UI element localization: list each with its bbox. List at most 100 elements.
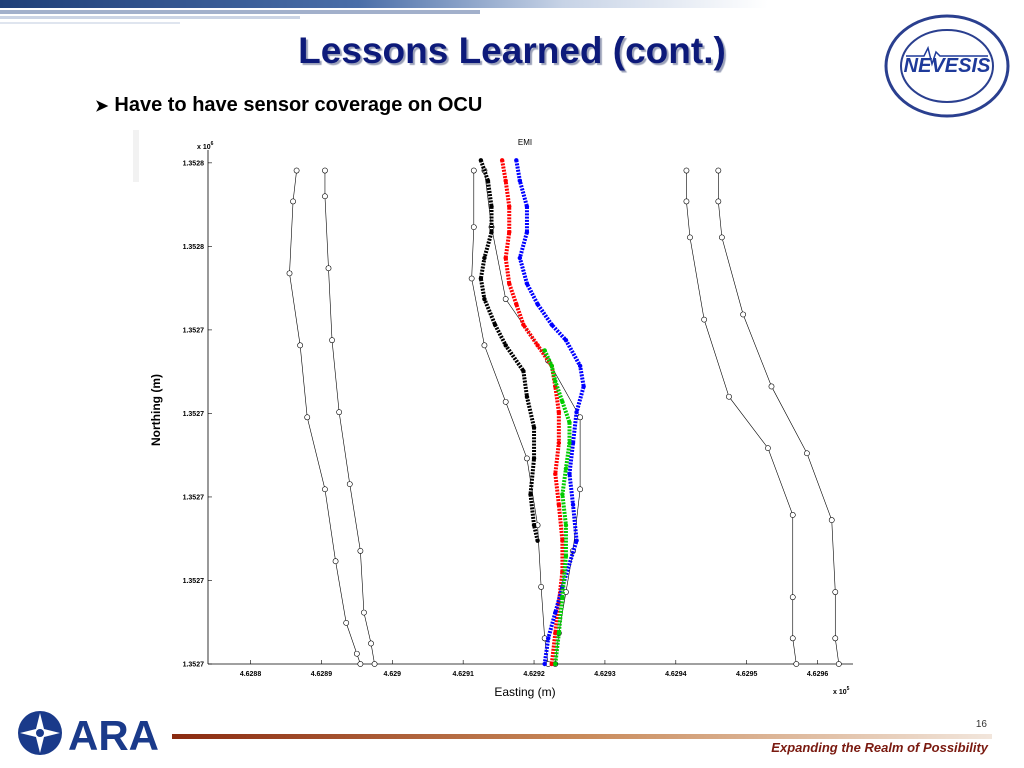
data-point	[546, 636, 551, 641]
x-multiplier-exp: 5	[847, 686, 850, 692]
data-point	[563, 466, 569, 471]
data-point	[499, 158, 505, 163]
data-point	[502, 398, 509, 405]
series-layer	[286, 158, 842, 667]
data-point	[524, 281, 530, 286]
data-point	[553, 379, 558, 384]
y-tick-label: 1.3527	[183, 578, 205, 585]
y-tick-label: 1.3527	[183, 494, 205, 501]
data-point	[478, 158, 484, 163]
data-point	[514, 158, 519, 163]
data-point	[521, 368, 526, 374]
data-point	[567, 471, 572, 477]
bullet-text: Have to have sensor coverage on OCU	[114, 94, 483, 116]
data-point	[503, 178, 508, 184]
data-point	[560, 594, 565, 600]
data-point	[542, 661, 547, 667]
data-point	[563, 523, 569, 528]
data-point	[329, 337, 335, 344]
data-point	[503, 343, 508, 348]
data-point	[793, 661, 800, 667]
data-point	[715, 198, 722, 205]
chart-background	[133, 130, 873, 700]
data-point	[528, 492, 533, 497]
x-tick-label: 4.6293	[594, 671, 616, 678]
data-point	[368, 640, 374, 647]
y-multiplier-exp: 6	[211, 141, 214, 147]
data-point	[577, 414, 584, 421]
chart-left-edge	[133, 130, 139, 182]
data-point	[503, 255, 508, 261]
data-point	[524, 230, 530, 235]
data-point	[297, 342, 304, 349]
data-point	[531, 456, 537, 461]
series-line	[718, 170, 840, 665]
x-axis-label: Easting (m)	[494, 685, 555, 699]
series-3	[715, 167, 842, 667]
data-point	[553, 661, 558, 667]
data-point	[507, 204, 512, 209]
data-point	[789, 635, 796, 642]
data-point	[485, 178, 491, 184]
data-point	[574, 538, 579, 543]
data-point	[570, 440, 576, 446]
data-point	[740, 311, 747, 318]
data-point	[683, 198, 690, 205]
series-4	[468, 167, 552, 667]
data-point	[560, 492, 565, 497]
data-point	[286, 270, 293, 277]
data-point	[531, 425, 537, 430]
data-point	[524, 204, 530, 209]
data-point	[567, 440, 572, 446]
series-9	[542, 348, 572, 667]
x-tick-label: 4.6291	[452, 671, 474, 678]
data-point	[357, 661, 364, 667]
x-tick-label: 4.6289	[311, 671, 333, 678]
data-point	[482, 296, 487, 302]
series-0	[286, 167, 364, 667]
ara-logo-text: ARA	[68, 712, 159, 759]
data-point	[768, 383, 775, 390]
data-point	[789, 512, 796, 518]
data-point	[343, 619, 350, 626]
data-point	[502, 296, 509, 302]
data-point	[726, 393, 732, 400]
x-tick-layer: 4.6288 4.6289 4.629 4.6291 4.6292 4.6293 4.629…	[240, 660, 828, 678]
data-point	[304, 414, 311, 421]
data-point	[361, 609, 367, 616]
data-point	[346, 481, 353, 487]
slide-title: Lessons Learned (cont.)	[298, 30, 726, 71]
y-tick-label: 1.3528	[183, 244, 205, 251]
data-point	[556, 440, 562, 446]
series-line	[686, 170, 797, 665]
data-point	[514, 302, 519, 307]
x-tick-label: 4.629	[384, 671, 402, 678]
data-point	[828, 517, 835, 523]
data-point	[492, 322, 498, 327]
series-track	[478, 159, 540, 542]
data-point	[507, 281, 512, 286]
x-multiplier: x 105	[833, 686, 850, 696]
data-point	[718, 234, 725, 241]
series-6	[478, 158, 540, 543]
y-multiplier: x 106	[197, 141, 214, 151]
y-tick-label: 1.3527	[183, 327, 205, 334]
data-point	[322, 193, 328, 200]
x-multiplier-base: x 10	[833, 689, 847, 696]
data-point	[353, 650, 360, 657]
data-point	[549, 661, 554, 667]
y-tick-label: 1.3527	[183, 411, 205, 418]
page-number: 16	[975, 719, 987, 730]
data-point	[789, 594, 796, 601]
chart-title: EMI	[518, 138, 532, 147]
series-line	[471, 170, 549, 665]
data-point	[581, 384, 586, 389]
data-point	[553, 610, 558, 615]
data-point	[517, 255, 523, 261]
data-point	[538, 583, 545, 590]
x-tick-label: 4.6295	[736, 671, 758, 678]
data-point	[517, 178, 523, 184]
data-point	[521, 322, 526, 327]
data-point	[478, 276, 484, 281]
data-point	[553, 630, 558, 636]
